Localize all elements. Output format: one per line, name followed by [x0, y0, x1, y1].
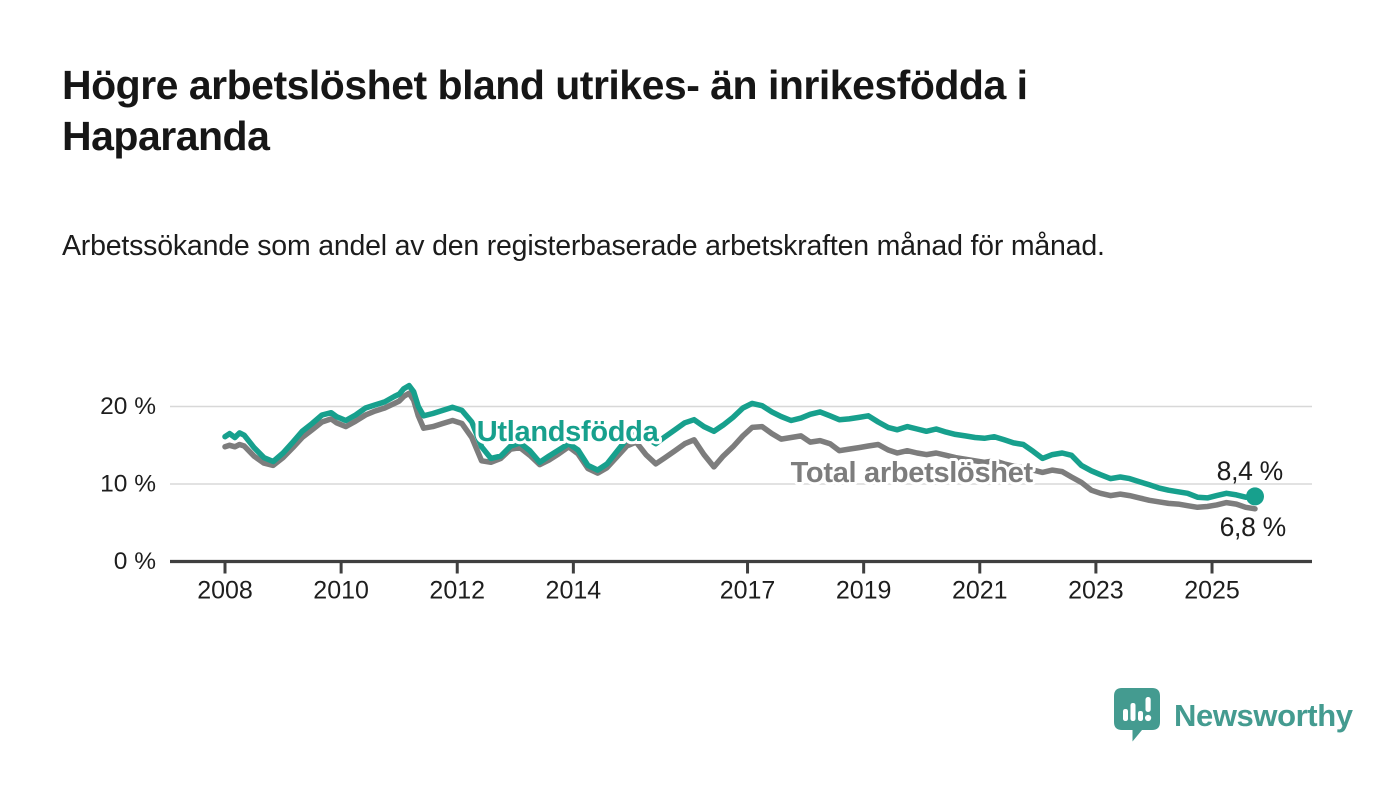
series-label: Utlandsfödda [477, 416, 660, 448]
x-tick-label: 2012 [429, 577, 485, 605]
x-tick-label: 2014 [546, 577, 602, 605]
brand-name: Newsworthy [1174, 698, 1353, 733]
series-line-utlandsfodda [222, 382, 1258, 501]
page-title: Högre arbetslöshet bland utrikes- än inr… [62, 62, 1028, 159]
x-tick-label: 2010 [313, 577, 369, 605]
x-tick-label: 2023 [1068, 577, 1124, 605]
newsworthy-logo: Newsworthy [1112, 686, 1353, 744]
series-end-dot-utlandsfodda [1246, 487, 1264, 506]
x-tick-label: 2008 [197, 577, 253, 605]
x-tick-label: 2019 [836, 577, 892, 605]
x-tick-label: 2017 [720, 577, 776, 605]
series-label: Total arbetslöshet [791, 457, 1034, 489]
y-tick-label: 0 % [114, 548, 156, 575]
y-tick-label: 20 % [100, 393, 156, 420]
end-value-label: 6,8 % [1220, 512, 1286, 542]
x-tick-label: 2025 [1184, 577, 1240, 605]
page-subtitle: Arbetssökande som andel av den registerb… [62, 230, 1105, 262]
bar-chart-speech-bubble-icon [1114, 688, 1160, 742]
end-value-label: 8,4 % [1217, 456, 1283, 486]
series-line-total [222, 390, 1258, 512]
y-tick-label: 10 % [100, 471, 156, 498]
x-tick-label: 2021 [952, 577, 1008, 605]
